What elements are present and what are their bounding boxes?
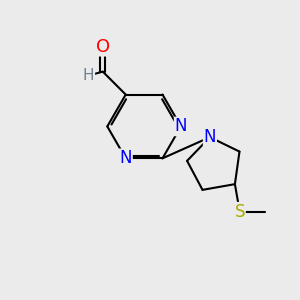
Text: S: S [235,203,245,221]
Text: N: N [204,128,216,146]
Text: N: N [175,117,187,135]
Text: H: H [83,68,94,83]
Text: N: N [119,149,132,167]
Text: O: O [96,38,110,56]
